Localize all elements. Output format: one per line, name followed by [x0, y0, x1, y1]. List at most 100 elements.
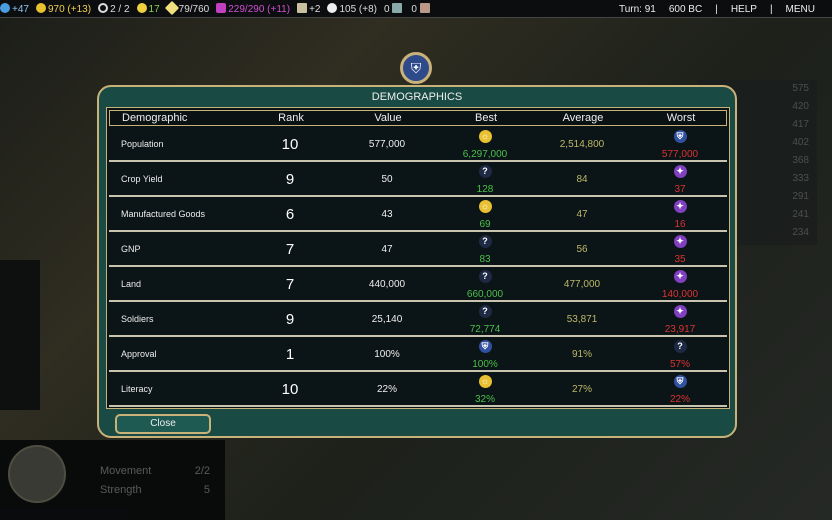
great-works-stat[interactable]: 0 — [411, 2, 431, 15]
worst-value: 22% — [669, 394, 690, 405]
year-display: 600 BC — [668, 3, 703, 15]
score-entry[interactable]: 291 — [792, 191, 809, 202]
table-row: Land 7 440,000 ? 660,000 477,000 ✦ 140,000 — [109, 267, 727, 302]
happiness-stat[interactable]: 17 — [136, 2, 160, 15]
table-row: Crop Yield 9 50 ? 128 84 ✦ 37 — [109, 162, 727, 197]
demographic-name: Approval — [121, 349, 157, 359]
value: 50 — [381, 174, 393, 185]
best-value: 660,000 — [466, 289, 504, 300]
civ-blue-icon[interactable]: ⛨ — [673, 375, 687, 388]
movement-stat: Movement 2/2 — [100, 465, 210, 477]
movement-value: 2/2 — [194, 465, 210, 477]
tourism-icon — [297, 2, 308, 13]
worst-cell: ✦ 35 — [620, 233, 740, 267]
best-value: 69 — [479, 219, 491, 230]
civ-unknown-icon[interactable]: ? — [478, 305, 492, 318]
value: 577,000 — [368, 139, 406, 150]
strength-stat: Strength 5 — [100, 484, 210, 496]
score-entry[interactable]: 333 — [792, 173, 809, 184]
average-value: 47 — [576, 209, 588, 220]
rank: 7 — [285, 276, 295, 293]
average-value: 53,871 — [566, 314, 598, 325]
col-header: Average — [562, 112, 604, 124]
tourism-stat[interactable]: +2 — [297, 2, 320, 15]
col-header: Best — [474, 112, 497, 124]
best-value: 6,297,000 — [462, 149, 508, 160]
value: 25,140 — [371, 314, 403, 325]
score-entry[interactable]: 234 — [792, 227, 809, 238]
worst-value: 23,917 — [664, 324, 696, 335]
civ-yellow-icon[interactable]: ☼ — [478, 130, 492, 143]
average-value: 91% — [571, 349, 592, 360]
best-cell: ☼ 6,297,000 — [425, 128, 545, 162]
col-header: Demographic — [122, 112, 188, 124]
great-works-icon — [419, 2, 430, 13]
civ-yellow-icon[interactable]: ☼ — [478, 375, 492, 388]
table-header: Demographic Rank Value Best Average Wors… — [109, 110, 727, 126]
worst-value: 37 — [674, 184, 686, 195]
civ-purple-icon[interactable]: ✦ — [673, 200, 687, 213]
demographic-name: Land — [121, 279, 142, 289]
close-button[interactable]: Close — [115, 414, 211, 434]
civ-purple-icon[interactable]: ✦ — [673, 165, 687, 178]
demographics-dialog: DEMOGRAPHICS Demographic Rank Value Best… — [97, 85, 737, 438]
table-row: Approval 1 100% ⛨ 100% 91% ? 57% — [109, 337, 727, 372]
civ-blue-icon[interactable]: ⛨ — [673, 130, 687, 143]
best-value: 72,774 — [469, 324, 501, 335]
worst-cell: ✦ 16 — [620, 198, 740, 232]
worst-cell: ✦ 140,000 — [620, 268, 740, 302]
golden-age-icon — [164, 0, 179, 15]
civ-purple-icon[interactable]: ✦ — [673, 270, 687, 283]
civ-emblem-icon: ⛨ — [400, 52, 432, 84]
civ-purple-icon[interactable]: ✦ — [673, 305, 687, 318]
help-button[interactable]: HELP — [730, 3, 757, 15]
gold-icon — [35, 2, 46, 13]
score-entry[interactable]: 417 — [792, 119, 809, 130]
civ-blue-icon[interactable]: ⛨ — [478, 340, 492, 353]
civ-unknown-icon[interactable]: ? — [673, 340, 687, 353]
science-stat[interactable]: +47 — [0, 2, 29, 15]
score-entry[interactable]: 402 — [792, 137, 809, 148]
worst-cell: ✦ 23,917 — [620, 303, 740, 337]
faith-stat[interactable]: 105 (+8) — [327, 2, 377, 15]
unit-portrait[interactable] — [8, 445, 66, 503]
average-value: 56 — [576, 244, 588, 255]
score-entry[interactable]: 420 — [792, 101, 809, 112]
happy-face-icon — [136, 2, 147, 13]
strength-value: 5 — [203, 484, 210, 496]
trade-routes-stat[interactable]: 2 / 2 — [98, 2, 130, 15]
best-cell: ☼ 32% — [425, 373, 545, 407]
civ-yellow-icon[interactable]: ☼ — [478, 200, 492, 213]
civ-unknown-icon[interactable]: ? — [478, 235, 492, 248]
movement-label: Movement — [100, 465, 152, 477]
score-entry[interactable]: 575 — [792, 83, 809, 94]
civ-purple-icon[interactable]: ✦ — [673, 235, 687, 248]
score-entry[interactable]: 368 — [792, 155, 809, 166]
top-bar: +47 970 (+13) 2 / 2 17 79/760 229/290 (+… — [0, 0, 832, 18]
worst-cell: ⛨ 577,000 — [620, 128, 740, 162]
col-header: Rank — [278, 112, 304, 124]
rank: 1 — [285, 346, 295, 363]
spies-stat[interactable]: 0 — [384, 2, 404, 15]
table-row: Population 10 577,000 ☼ 6,297,000 2,514,8… — [109, 127, 727, 162]
worst-cell: ⛨ 22% — [620, 373, 740, 407]
best-cell: ? 128 — [425, 163, 545, 197]
rank: 10 — [281, 381, 299, 398]
demographic-name: Literacy — [121, 384, 153, 394]
best-cell: ⛨ 100% — [425, 338, 545, 372]
menu-button[interactable]: MENU — [785, 3, 815, 15]
gold-stat[interactable]: 970 (+13) — [35, 2, 91, 15]
demographics-table: Demographic Rank Value Best Average Wors… — [106, 107, 730, 409]
civ-unknown-icon[interactable]: ? — [478, 270, 492, 283]
culture-stat[interactable]: 229/290 (+11) — [216, 2, 290, 15]
rank: 9 — [285, 311, 295, 328]
average-value: 84 — [576, 174, 588, 185]
best-cell: ☼ 69 — [425, 198, 545, 232]
golden-age-stat[interactable]: 79/760 — [164, 0, 209, 15]
score-entry[interactable]: 241 — [792, 209, 809, 220]
civ-unknown-icon[interactable]: ? — [478, 165, 492, 178]
value: 43 — [381, 209, 393, 220]
divider: | — [715, 3, 718, 15]
demographic-name: Soldiers — [121, 314, 154, 324]
dialog-title: DEMOGRAPHICS — [371, 91, 463, 103]
